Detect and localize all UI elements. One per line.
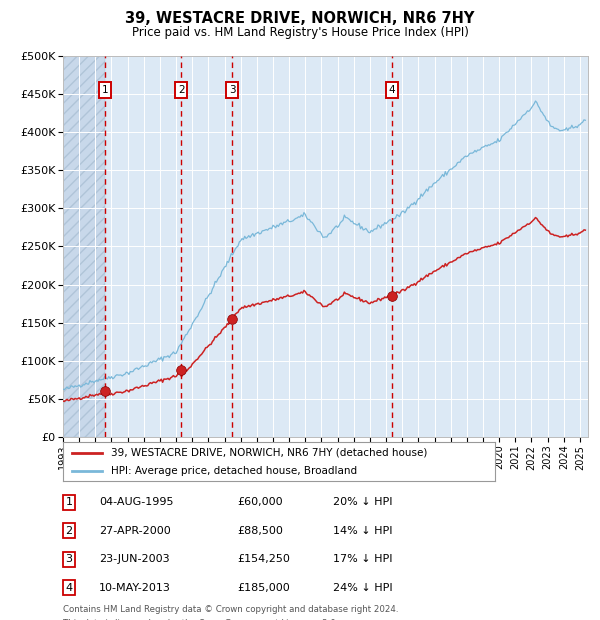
Text: £154,250: £154,250	[237, 554, 290, 564]
Bar	[63, 56, 105, 437]
Bar	[63, 56, 105, 437]
Text: HPI: Average price, detached house, Broadland: HPI: Average price, detached house, Broa…	[110, 466, 356, 476]
Text: 4: 4	[65, 583, 73, 593]
Text: 24% ↓ HPI: 24% ↓ HPI	[333, 583, 392, 593]
Text: £185,000: £185,000	[237, 583, 290, 593]
Text: 27-APR-2000: 27-APR-2000	[99, 526, 171, 536]
Text: Price paid vs. HM Land Registry's House Price Index (HPI): Price paid vs. HM Land Registry's House …	[131, 26, 469, 39]
Text: 1: 1	[101, 85, 108, 95]
Text: 39, WESTACRE DRIVE, NORWICH, NR6 7HY: 39, WESTACRE DRIVE, NORWICH, NR6 7HY	[125, 11, 475, 26]
Text: 20% ↓ HPI: 20% ↓ HPI	[333, 497, 392, 507]
Text: 2: 2	[178, 85, 185, 95]
Text: £60,000: £60,000	[237, 497, 283, 507]
Text: 14% ↓ HPI: 14% ↓ HPI	[333, 526, 392, 536]
Text: 04-AUG-1995: 04-AUG-1995	[99, 497, 173, 507]
Text: 39, WESTACRE DRIVE, NORWICH, NR6 7HY (detached house): 39, WESTACRE DRIVE, NORWICH, NR6 7HY (de…	[110, 448, 427, 458]
Text: This data is licensed under the Open Government Licence v3.0.: This data is licensed under the Open Gov…	[63, 619, 338, 620]
Text: 3: 3	[229, 85, 236, 95]
Text: 10-MAY-2013: 10-MAY-2013	[99, 583, 171, 593]
Text: 3: 3	[65, 554, 73, 564]
Text: 2: 2	[65, 526, 73, 536]
Text: 17% ↓ HPI: 17% ↓ HPI	[333, 554, 392, 564]
Text: 4: 4	[389, 85, 395, 95]
Text: 1: 1	[65, 497, 73, 507]
Text: 23-JUN-2003: 23-JUN-2003	[99, 554, 170, 564]
Text: Contains HM Land Registry data © Crown copyright and database right 2024.: Contains HM Land Registry data © Crown c…	[63, 605, 398, 614]
Text: £88,500: £88,500	[237, 526, 283, 536]
